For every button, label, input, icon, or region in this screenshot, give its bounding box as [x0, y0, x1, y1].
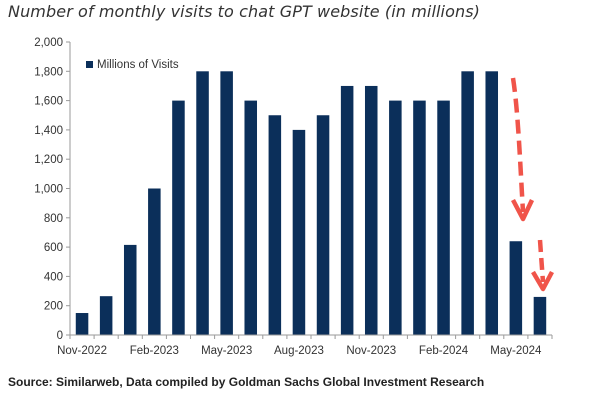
y-axis: 0 200 400 600 800 1,000 1,200 1,400 1,600 1,800 2,…	[34, 37, 71, 342]
x-tick-label: May-2024	[490, 345, 542, 357]
y-tick-label: 600	[44, 242, 63, 254]
bar-19	[533, 296, 547, 335]
y-tick-label: 1,400	[34, 125, 63, 137]
bar-0	[75, 313, 89, 335]
legend: Millions of Visits	[86, 59, 179, 71]
bar-1	[99, 296, 113, 335]
bar-15	[437, 100, 450, 335]
down-arrow-head-2	[531, 270, 554, 292]
x-tick-label: Feb-2024	[419, 345, 469, 357]
bar-17	[485, 71, 499, 336]
bar-6	[220, 71, 233, 336]
y-tick-label: 800	[44, 213, 63, 225]
bar-10	[316, 115, 330, 335]
x-tick-label: May-2023	[201, 345, 252, 357]
bar-14	[413, 100, 426, 335]
bar-12	[364, 85, 378, 335]
bar-8	[268, 115, 282, 335]
down-arrow-head-1	[511, 198, 535, 222]
legend-swatch	[86, 61, 93, 68]
bar-3	[148, 188, 161, 335]
x-tick-label: Nov-2022	[57, 345, 107, 357]
bar-13	[389, 100, 402, 335]
y-tick-label: 1,000	[34, 184, 63, 196]
y-tick-label: 1,600	[34, 96, 63, 108]
x-tick-label: Nov-2023	[346, 345, 396, 357]
y-tick-label: 1,800	[34, 66, 63, 78]
legend-label: Millions of Visits	[97, 59, 179, 71]
x-tick-label: Feb-2023	[130, 345, 179, 357]
bar-11	[340, 85, 354, 335]
source-note: Source: Similarweb, Data compiled by Gol…	[8, 375, 485, 389]
bars-group	[75, 71, 547, 336]
x-axis: Nov-2022 Feb-2023 May-2023 Aug-2023 Nov-2023…	[57, 334, 553, 357]
bar-16	[461, 71, 474, 336]
y-tick-label: 2,000	[34, 37, 63, 49]
y-tick-label: 400	[44, 271, 63, 283]
drop-annotations	[510, 77, 554, 292]
bar-5	[196, 71, 209, 336]
chart-title: Number of monthly visits to chat GPT web…	[8, 2, 481, 21]
y-tick-label: 1,200	[34, 154, 63, 166]
y-tick-label: 0	[57, 330, 63, 342]
bar-9	[292, 129, 306, 335]
down-arrow-annotation-2	[537, 239, 546, 283]
x-tick-label: Aug-2023	[274, 345, 324, 357]
bar-18	[509, 241, 523, 335]
y-tick-label: 200	[44, 301, 63, 313]
bar-2	[123, 244, 137, 335]
bar-4	[172, 100, 185, 335]
bar-7	[244, 100, 258, 335]
down-arrow-annotation-1	[510, 77, 526, 213]
